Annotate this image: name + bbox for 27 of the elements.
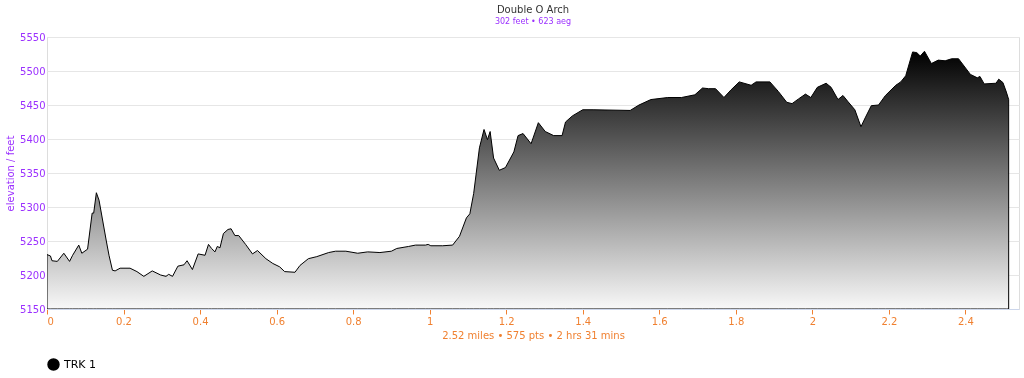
x-tick-label: 0.6: [269, 315, 286, 327]
y-tick-label: 5500: [20, 65, 46, 77]
y-tick-label: 5150: [20, 303, 46, 315]
x-tick-label: 0: [47, 315, 54, 327]
y-tick-label: 5400: [20, 133, 46, 145]
y-tick-label: 5450: [20, 99, 46, 111]
x-tick-label: 1.2: [498, 315, 515, 327]
y-tick-label: 5200: [20, 269, 46, 281]
chart-title: Double O Arch: [496, 4, 570, 15]
x-tick-label: 1.6: [651, 315, 668, 327]
x-tick-label: 0.8: [345, 315, 362, 327]
x-axis-title: 2.52 miles • 575 pts • 2 hrs 31 mins: [442, 329, 625, 341]
x-tick-label: 1.4: [575, 315, 592, 327]
x-tick-label: 2.4: [957, 315, 974, 327]
x-tick-label: 0.2: [116, 315, 132, 327]
y-tick-label: 5250: [20, 235, 46, 247]
y-tick-label: 5350: [20, 167, 46, 179]
x-tick-label: 2.2: [881, 315, 898, 327]
y-axis-title: elevation / feet: [5, 135, 17, 212]
x-tick-label: 1.8: [728, 315, 745, 327]
x-tick-label: 1: [426, 315, 434, 327]
y-tick-label: 5550: [20, 31, 46, 43]
x-tick-label: 0.4: [192, 315, 209, 327]
legend-label: TRK 1: [63, 357, 97, 371]
x-tick-label: 2: [809, 315, 817, 327]
y-tick-label: 5300: [20, 201, 46, 213]
chart-subtitle: 302 feet • 623 aeg: [494, 17, 572, 26]
